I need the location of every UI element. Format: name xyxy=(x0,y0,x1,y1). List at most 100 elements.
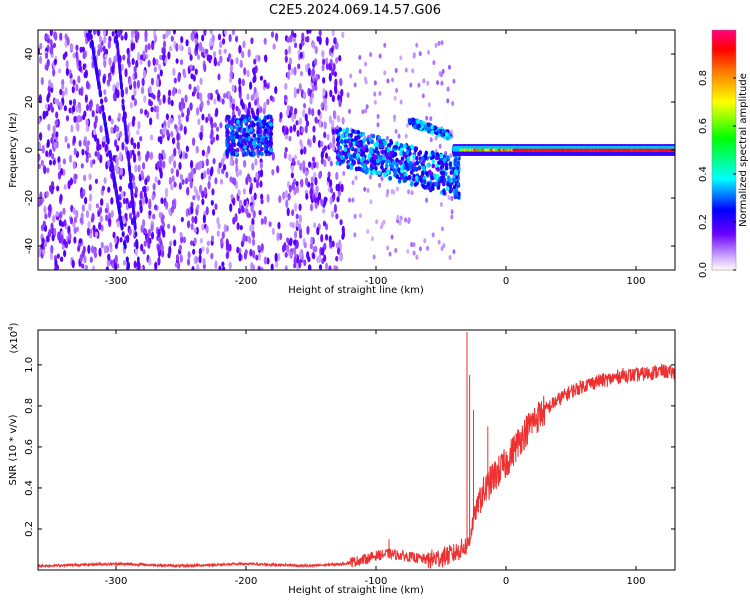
heatmap-cell xyxy=(195,43,199,52)
heatmap-cell xyxy=(260,218,264,225)
heatmap-cell xyxy=(284,189,289,199)
heatmap-cell xyxy=(72,52,76,59)
heatmap-cell xyxy=(381,155,386,161)
heatmap-cell xyxy=(216,230,220,237)
heatmap-cell xyxy=(330,210,335,218)
heatmap-cell xyxy=(167,223,171,229)
heatmap-cell xyxy=(52,68,56,77)
heatmap-cell xyxy=(83,196,88,205)
colorbar: 0.0 0.2 0.4 0.6 0.8 Normalized spectral ampl… xyxy=(698,29,749,278)
heatmap-cell xyxy=(399,168,404,174)
heatmap-cell xyxy=(257,251,262,261)
heatmap-cell xyxy=(120,63,124,71)
heatmap-cell xyxy=(354,166,359,172)
heatmap-cell xyxy=(320,140,324,148)
heatmap-cell xyxy=(125,256,129,263)
heatmap-cell xyxy=(116,220,120,228)
heatmap-cell xyxy=(83,255,87,264)
heatmap-cell xyxy=(231,102,235,112)
heatmap-cell xyxy=(103,245,107,254)
heatmap-cell xyxy=(172,225,176,234)
heatmap-cell xyxy=(130,191,134,198)
heatmap-cell xyxy=(172,67,176,77)
heatmap-cell xyxy=(308,161,312,168)
heatmap-cell xyxy=(59,193,63,202)
heatmap-cell xyxy=(445,136,450,141)
snr-plot-area xyxy=(38,330,675,570)
heatmap-cell xyxy=(52,215,56,223)
heatmap-cell xyxy=(314,45,318,55)
heatmap-layer xyxy=(38,30,675,270)
heatmap-cell xyxy=(399,99,403,105)
heatmap-cell xyxy=(211,188,215,196)
heatmap-cell xyxy=(178,161,182,170)
heatmap-cell xyxy=(255,180,260,189)
heatmap-cell xyxy=(148,257,152,266)
heatmap-cell xyxy=(66,37,70,46)
colorbar-tick-label: 0.8 xyxy=(698,70,709,86)
heatmap-cell xyxy=(134,247,139,256)
heatmap-cell xyxy=(361,150,365,156)
heatmap-cell xyxy=(266,114,270,120)
heatmap-cell xyxy=(347,197,351,203)
heatmap-cell xyxy=(180,216,184,223)
heatmap-cell xyxy=(266,98,270,106)
heatmap-cell xyxy=(314,85,318,91)
heatmap-cell xyxy=(93,251,98,259)
heatmap-cell xyxy=(248,236,252,244)
heatmap-cell xyxy=(324,196,328,203)
heatmap-cell xyxy=(373,80,377,86)
heatmap-cell xyxy=(332,142,336,152)
heatmap-cell xyxy=(120,222,124,229)
heatmap-cell xyxy=(183,72,187,79)
heatmap-cell xyxy=(331,30,335,37)
heatmap-cell xyxy=(126,47,130,55)
heatmap-cell xyxy=(93,133,98,142)
heatmap-cell xyxy=(93,128,97,136)
heatmap-cell xyxy=(456,165,460,171)
heatmap-cell xyxy=(104,127,108,134)
heatmap-cell xyxy=(242,188,246,195)
heatmap-cell xyxy=(411,68,415,74)
heatmap-cell xyxy=(209,92,213,101)
heatmap-cell xyxy=(157,179,161,186)
heatmap-cell xyxy=(46,94,50,103)
heatmap-cell xyxy=(210,128,214,138)
heatmap-cell xyxy=(314,197,318,204)
heatmap-cell xyxy=(200,50,205,57)
heatmap-cell xyxy=(174,262,178,268)
heatmap-cell xyxy=(217,73,221,81)
heatmap-cell xyxy=(341,128,346,134)
heatmap-cell xyxy=(120,191,124,198)
heatmap-cell xyxy=(223,48,227,54)
heatmap-cell xyxy=(120,35,124,41)
heatmap-cell xyxy=(399,55,403,61)
heatmap-cell xyxy=(261,137,266,143)
heatmap-cell xyxy=(352,153,357,159)
heatmap-cell xyxy=(448,188,453,194)
heatmap-cell xyxy=(93,59,97,66)
heatmap-cell xyxy=(321,247,325,256)
heatmap-cell xyxy=(386,168,390,174)
heatmap-cell xyxy=(344,132,349,138)
heatmap-cell xyxy=(304,125,308,134)
heatmap-cell xyxy=(203,170,207,179)
heatmap-cell xyxy=(130,30,135,39)
heatmap-cell xyxy=(100,198,104,206)
heatmap-cell xyxy=(134,71,138,80)
heatmap-cell xyxy=(225,114,229,120)
heatmap-cell xyxy=(259,122,263,128)
heatmap-cell xyxy=(409,170,414,175)
heatmap-cell xyxy=(352,160,356,166)
heatmap-cell xyxy=(165,30,169,39)
heatmap-cell xyxy=(353,82,357,88)
heatmap-cell xyxy=(415,254,419,260)
heatmap-cell xyxy=(274,252,278,262)
heatmap-cell xyxy=(254,65,258,74)
heatmap-cell xyxy=(186,186,190,196)
heatmap-cell xyxy=(140,170,144,178)
snr-series-line xyxy=(38,363,675,570)
heatmap-cell xyxy=(303,241,307,249)
heatmap-cell xyxy=(45,33,49,41)
heatmap-cell xyxy=(371,133,376,139)
